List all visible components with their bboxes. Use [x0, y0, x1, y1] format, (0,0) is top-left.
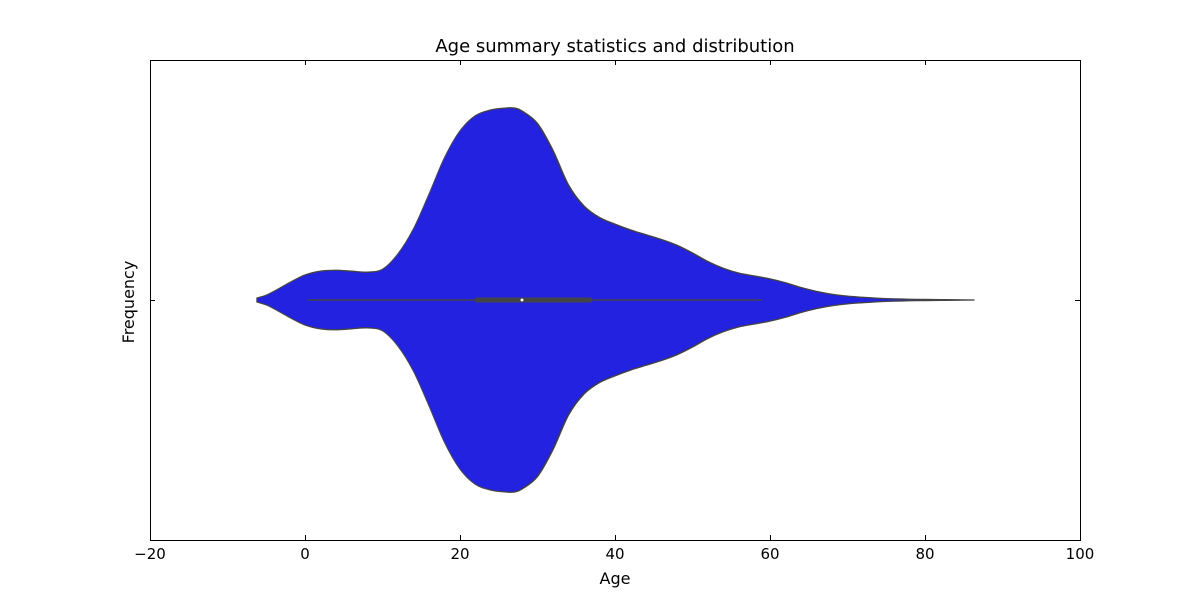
x-tick-label: 0	[300, 545, 310, 563]
chart-title: Age summary statistics and distribution	[435, 36, 794, 57]
x-tick-label: 60	[760, 545, 779, 563]
x-tick-label: −20	[134, 545, 166, 563]
x-axis-label: Age	[600, 569, 631, 588]
x-axis-ticks: −20 0 20 40 60 80 100	[134, 60, 1094, 563]
x-tick-label: 80	[915, 545, 934, 563]
median-marker	[520, 298, 524, 302]
x-tick-label: 40	[605, 545, 624, 563]
interquartile-box	[475, 297, 592, 303]
y-axis-label: Frequency	[119, 261, 138, 344]
x-tick-label: 20	[450, 545, 469, 563]
plot-area	[256, 107, 975, 493]
x-tick-label: 100	[1066, 545, 1095, 563]
